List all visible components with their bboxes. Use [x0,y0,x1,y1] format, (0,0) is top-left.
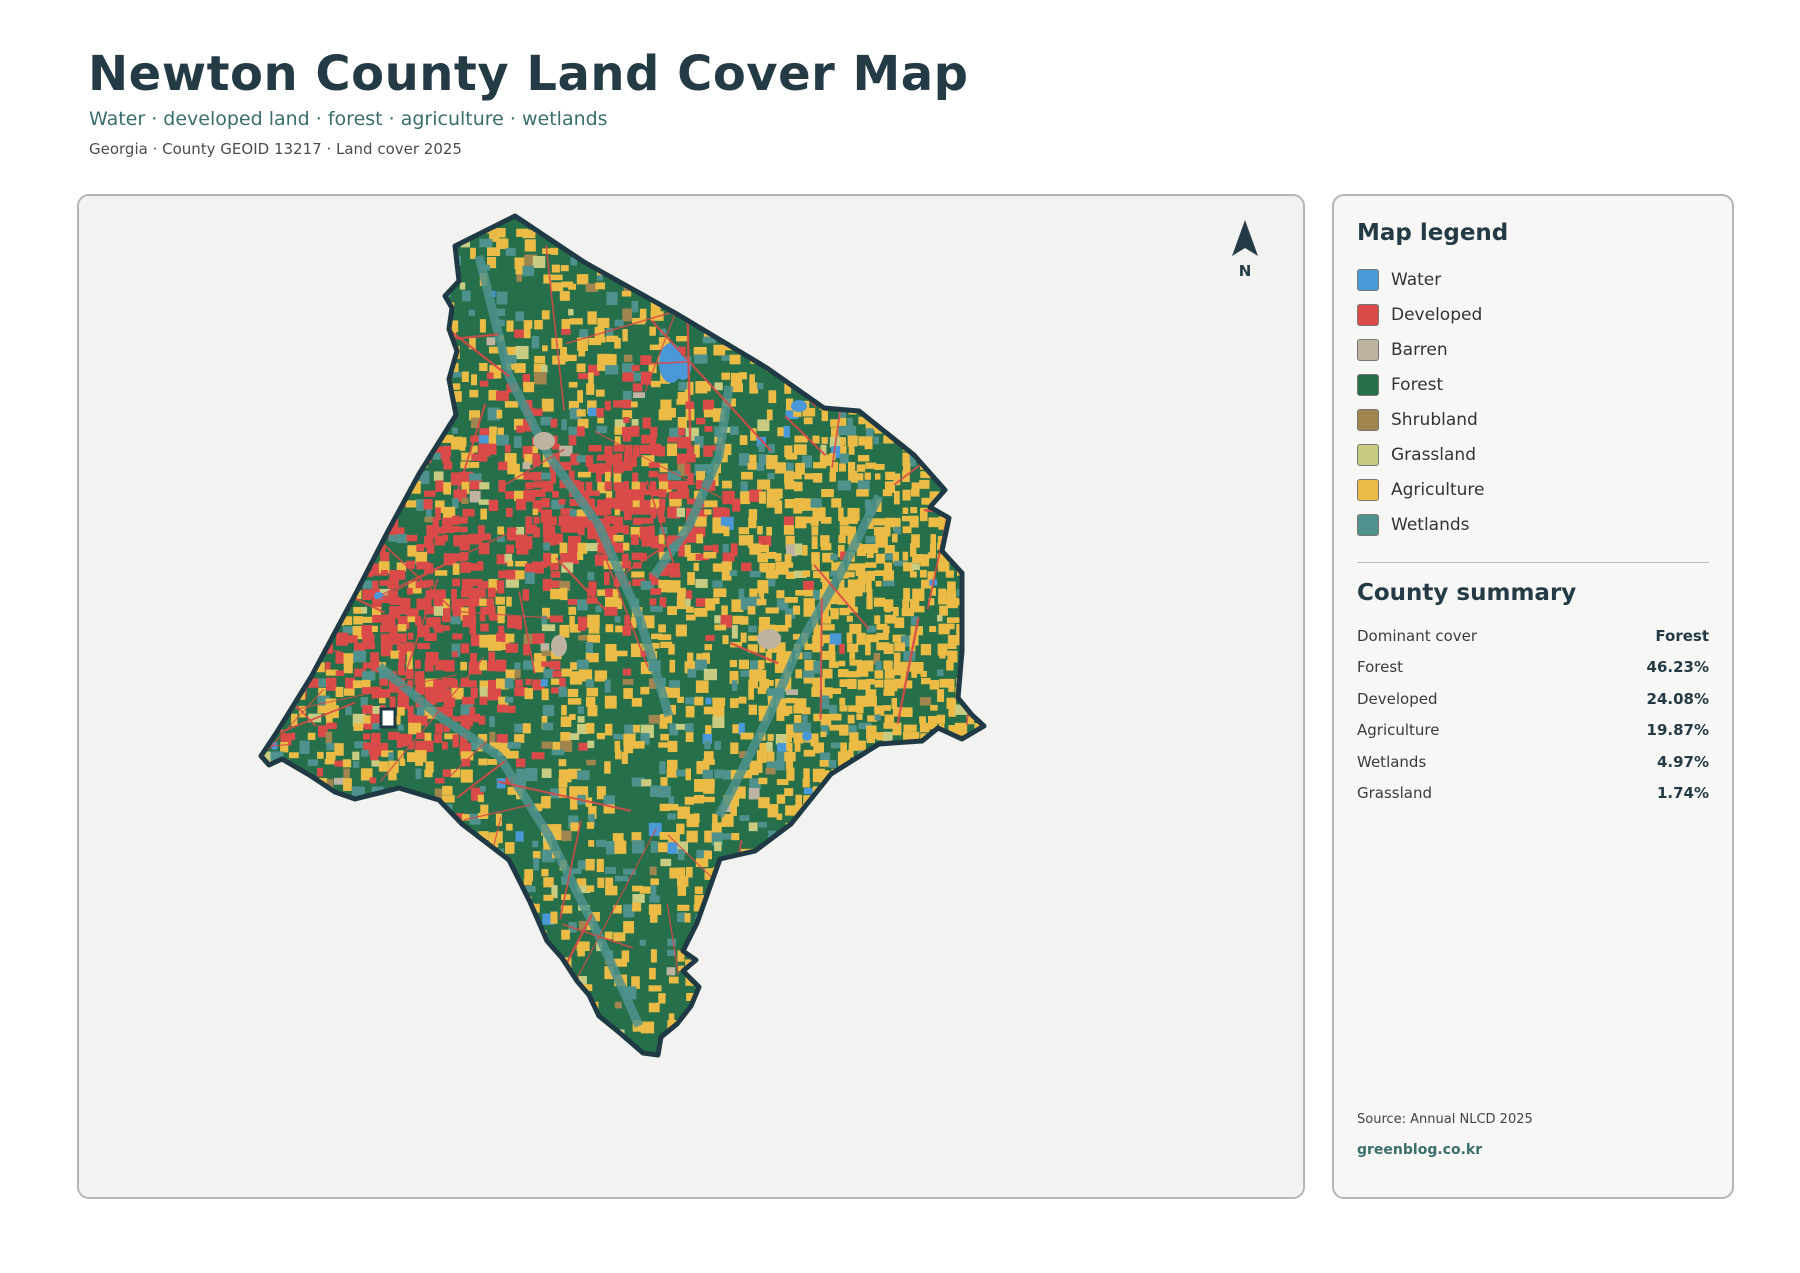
developed-swatch [1357,303,1379,326]
legend-item-water[interactable]: Water [1357,262,1485,297]
summary-key: Developed [1357,689,1438,708]
summary-value: 24.08% [1646,689,1709,708]
barren-swatch [1357,338,1379,361]
summary-key: Wetlands [1357,752,1427,771]
legend-heading: Map legend [1357,220,1509,246]
county-boundary [258,213,987,1058]
summary-row: Wetlands 4.97% [1357,746,1709,778]
legend-item-forest[interactable]: Forest [1357,367,1485,402]
grassland-swatch [1357,443,1379,466]
summary-row: Agriculture 19.87% [1357,715,1709,747]
legend-label-wetlands: Wetlands [1391,514,1470,535]
north-arrow-label: N [1238,262,1252,280]
legend-label-developed: Developed [1391,304,1483,325]
legend-item-shrubland[interactable]: Shrubland [1357,402,1485,437]
legend-label-forest: Forest [1391,374,1444,395]
county-hole [379,707,397,729]
legend-item-barren[interactable]: Barren [1357,332,1485,367]
summary-value: Forest [1655,626,1709,645]
summary-key: Grassland [1357,784,1432,803]
legend-item-developed[interactable]: Developed [1357,297,1485,332]
legend-item-grassland[interactable]: Grassland [1357,437,1485,472]
panel-divider [1357,562,1709,563]
side-panel: Map legend Water Developed Barren Forest… [1332,194,1734,1199]
legend-label-barren: Barren [1391,339,1448,360]
legend-item-wetlands[interactable]: Wetlands [1357,507,1485,542]
map-panel[interactable] [77,194,1305,1199]
legend-label-agriculture: Agriculture [1391,479,1485,500]
summary-value: 1.74% [1656,784,1709,803]
forest-swatch [1357,373,1379,396]
source-note: Source: Annual NLCD 2025 [1357,1112,1533,1127]
water-swatch [1357,268,1379,291]
legend-label-water: Water [1391,269,1442,290]
legend-label-shrubland: Shrubland [1391,409,1478,430]
summary-key: Dominant cover [1357,626,1478,645]
summary-value: 4.97% [1656,752,1709,771]
agriculture-swatch [1357,478,1379,501]
page-subtitle: Water · developed land · forest · agricu… [89,108,608,130]
summary-value: 19.87% [1646,721,1709,740]
site-link[interactable]: greenblog.co.kr [1357,1142,1483,1158]
north-arrow-icon [1232,220,1258,256]
summary-row: Grassland 1.74% [1357,778,1709,810]
summary-heading: County summary [1357,580,1577,606]
summary-row: Developed 24.08% [1357,683,1709,715]
legend-item-agriculture[interactable]: Agriculture [1357,472,1485,507]
land-cover-map[interactable] [79,196,1303,1197]
county-summary: Dominant cover Forest Forest 46.23% Develo… [1357,620,1709,809]
legend-list: Water Developed Barren Forest Shrubland … [1357,262,1485,542]
page-meta: Georgia · County GEOID 13217 · Land cove… [89,140,462,158]
summary-key: Agriculture [1357,721,1440,740]
summary-value: 46.23% [1646,658,1709,677]
summary-key: Forest [1357,658,1404,677]
page-title: Newton County Land Cover Map [88,46,969,102]
summary-row: Forest 46.23% [1357,652,1709,684]
summary-row: Dominant cover Forest [1357,620,1709,652]
shrubland-swatch [1357,408,1379,431]
north-arrow: N [1225,220,1265,284]
legend-label-grassland: Grassland [1391,444,1476,465]
wetlands-swatch [1357,513,1379,536]
